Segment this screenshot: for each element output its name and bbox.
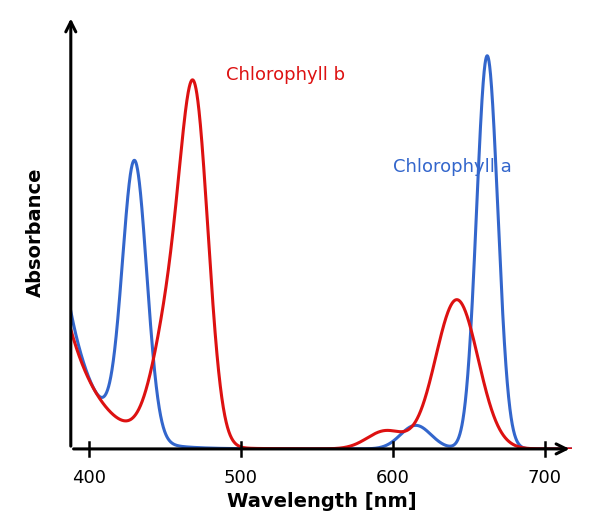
Text: 400: 400 <box>72 469 106 487</box>
Text: Absorbance: Absorbance <box>26 168 45 297</box>
Text: Chlorophyll b: Chlorophyll b <box>226 66 345 84</box>
Text: 600: 600 <box>376 469 410 487</box>
Text: Chlorophyll a: Chlorophyll a <box>393 158 512 176</box>
Text: 700: 700 <box>528 469 562 487</box>
Text: 500: 500 <box>224 469 258 487</box>
Text: Wavelength [nm]: Wavelength [nm] <box>227 492 417 511</box>
